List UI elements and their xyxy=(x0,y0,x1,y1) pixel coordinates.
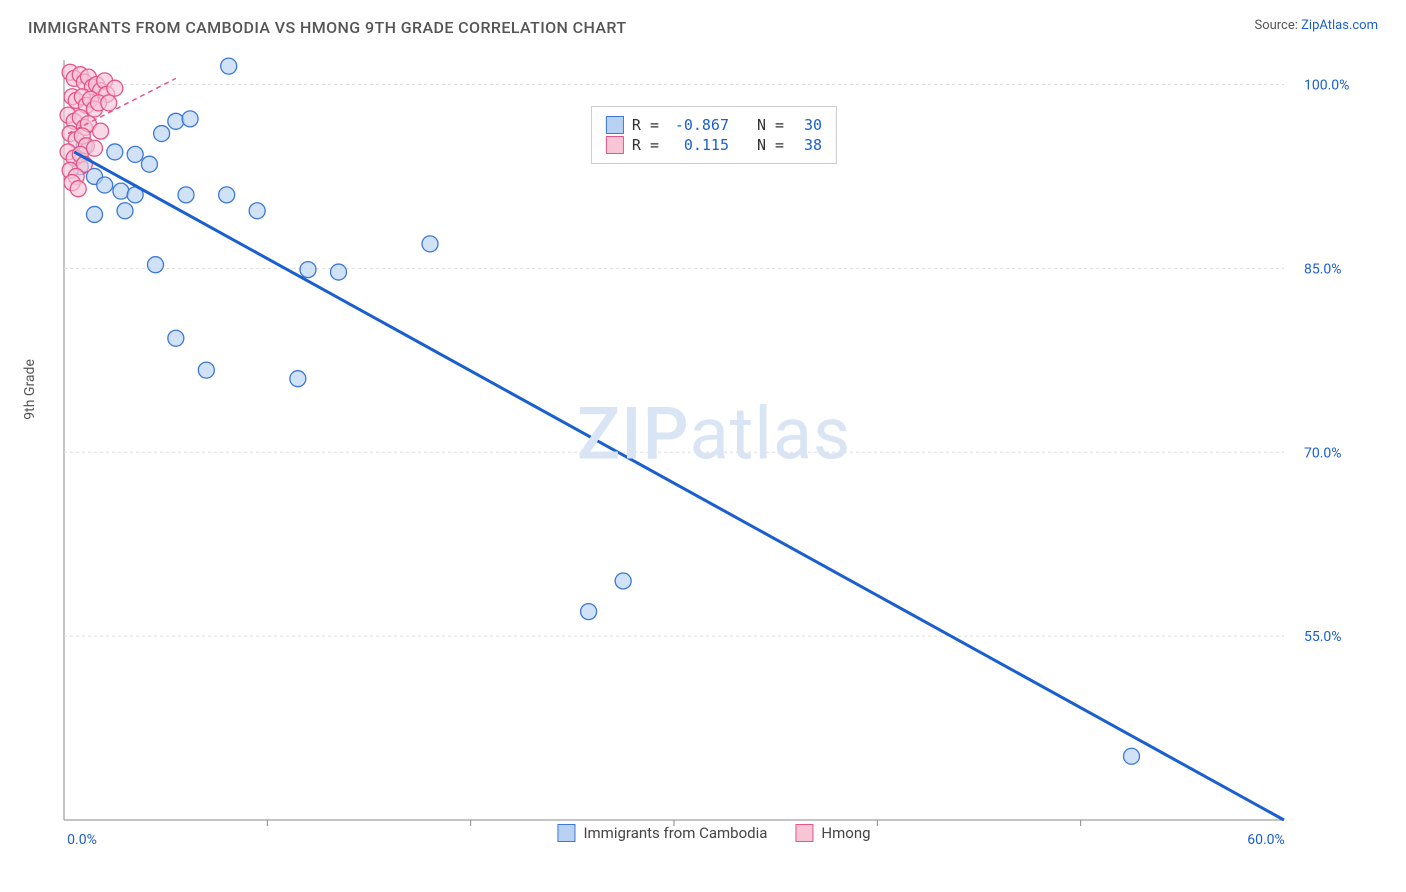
legend-stats-row: R = 0.115 N = 38 xyxy=(606,136,822,154)
data-point xyxy=(70,181,86,197)
data-point xyxy=(581,604,597,620)
svg-text:55.0%: 55.0% xyxy=(1304,629,1342,645)
data-point xyxy=(168,330,184,346)
legend-swatch xyxy=(795,824,813,842)
legend-item: Hmong xyxy=(795,824,870,842)
legend-r-label: R = xyxy=(632,136,659,154)
data-point xyxy=(168,113,184,129)
source-credit: Source: ZipAtlas.com xyxy=(1254,18,1378,33)
data-point xyxy=(331,264,347,280)
data-point xyxy=(113,183,129,199)
data-point xyxy=(221,58,237,74)
data-point xyxy=(422,236,438,252)
data-point xyxy=(198,362,214,378)
chart-area: ZIPatlas 55.0%70.0%85.0%100.0%0.0%60.0% … xyxy=(54,50,1374,850)
data-point xyxy=(300,262,316,278)
source-prefix: Source: xyxy=(1254,18,1301,33)
data-point xyxy=(107,80,123,96)
data-point xyxy=(615,573,631,589)
data-point xyxy=(290,371,306,387)
source-link[interactable]: ZipAtlas.com xyxy=(1301,18,1378,33)
legend-swatch xyxy=(606,136,624,154)
legend-bottom: Immigrants from Cambodia Hmong xyxy=(557,824,870,842)
svg-text:0.0%: 0.0% xyxy=(67,832,97,848)
data-point xyxy=(87,206,103,222)
data-point xyxy=(117,203,133,219)
page-title: IMMIGRANTS FROM CAMBODIA VS HMONG 9TH GR… xyxy=(28,18,627,37)
y-axis-label: 9th Grade xyxy=(22,359,38,420)
legend-swatch xyxy=(557,824,575,842)
data-point xyxy=(87,140,103,156)
data-point xyxy=(97,177,113,193)
trend-line xyxy=(74,152,1284,820)
data-point xyxy=(107,144,123,160)
legend-label: Hmong xyxy=(821,824,870,842)
data-point xyxy=(93,123,109,139)
header-row: IMMIGRANTS FROM CAMBODIA VS HMONG 9TH GR… xyxy=(0,0,1406,43)
legend-stats-box: R = -0.867 N = 30 R = 0.115 N = 38 xyxy=(591,106,837,164)
legend-n-label: N = xyxy=(757,116,784,134)
legend-item: Immigrants from Cambodia xyxy=(557,824,767,842)
data-point xyxy=(249,203,265,219)
scatter-chart: 55.0% 70.0% 85.0% 100.0% 0.0% 60.0% xyxy=(54,50,1374,850)
svg-text:70.0%: 70.0% xyxy=(1304,445,1342,461)
data-point xyxy=(127,146,143,162)
legend-r-value: 0.115 xyxy=(667,136,729,154)
legend-label: Immigrants from Cambodia xyxy=(583,824,767,842)
legend-r-value: -0.867 xyxy=(667,116,729,134)
svg-text:60.0%: 60.0% xyxy=(1247,832,1285,848)
svg-text:100.0%: 100.0% xyxy=(1304,78,1349,94)
legend-r-label: R = xyxy=(632,116,659,134)
legend-n-value: 38 xyxy=(792,136,822,154)
data-point xyxy=(101,95,117,111)
data-point xyxy=(182,111,198,127)
data-point xyxy=(154,126,170,142)
data-point xyxy=(219,187,235,203)
legend-stats-row: R = -0.867 N = 30 xyxy=(606,116,822,134)
legend-n-label: N = xyxy=(757,136,784,154)
data-point xyxy=(148,257,164,273)
data-point xyxy=(178,187,194,203)
data-point xyxy=(1124,748,1140,764)
svg-text:85.0%: 85.0% xyxy=(1304,261,1342,277)
legend-n-value: 30 xyxy=(792,116,822,134)
data-point xyxy=(141,156,157,172)
legend-swatch xyxy=(606,116,624,134)
